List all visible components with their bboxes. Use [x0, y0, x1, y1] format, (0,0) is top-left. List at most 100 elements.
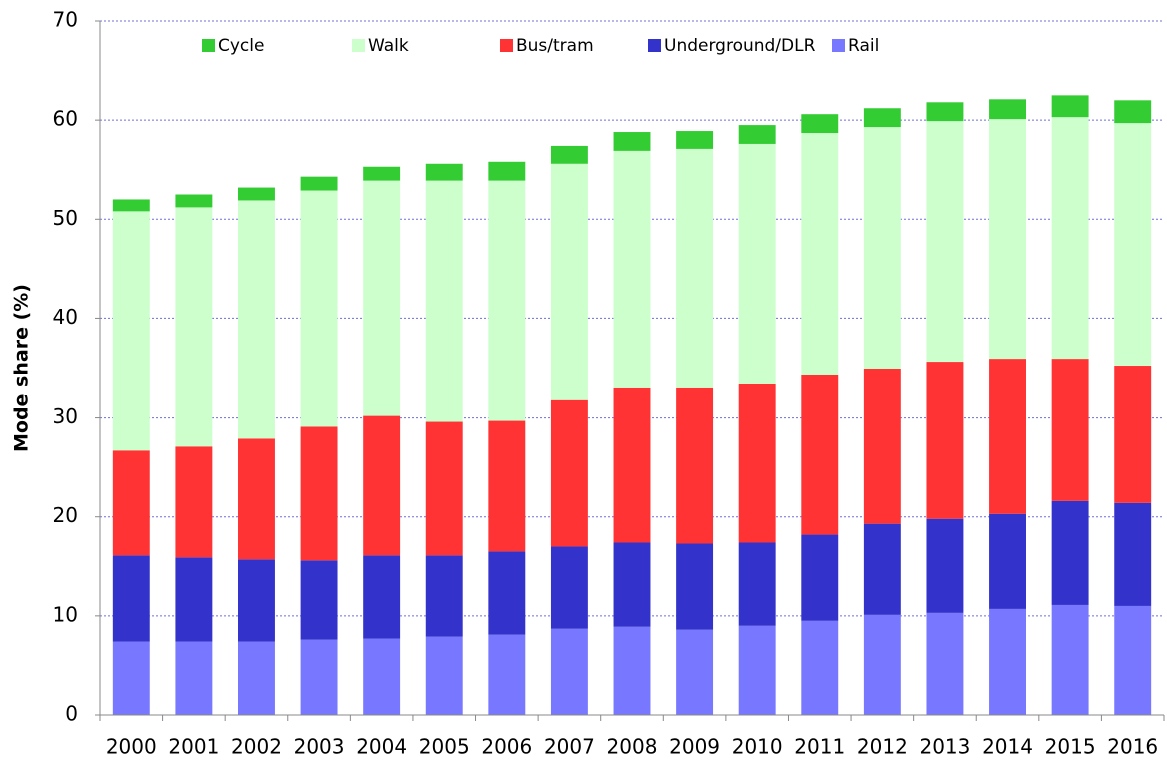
bar-segment [238, 641, 275, 715]
legend-swatch [352, 39, 365, 52]
bar-segment [488, 634, 526, 715]
bar-segment [801, 534, 839, 621]
x-tick-label: 2001 [168, 735, 219, 759]
y-tick-label: 70 [53, 8, 78, 32]
bar-segment [989, 513, 1026, 609]
bar-segment [488, 420, 526, 552]
x-tick-label: 2006 [481, 735, 532, 759]
bar-segment [550, 399, 588, 547]
bar-segment [801, 133, 839, 375]
bar-segment [488, 180, 526, 421]
y-axis-label: Mode share (%) [11, 284, 33, 452]
legend-label: Bus/tram [516, 36, 594, 56]
legend-swatch [648, 39, 661, 52]
y-tick-label: 50 [53, 206, 78, 230]
bar-segment [175, 557, 213, 642]
bar-segment [613, 132, 651, 151]
y-tick-label: 60 [53, 107, 78, 131]
x-tick-label: 2004 [356, 735, 407, 759]
bar-segment [425, 180, 463, 422]
bar-segment [613, 150, 651, 388]
bar-segment [550, 145, 588, 164]
bar-segment [738, 542, 776, 626]
legend-label: Cycle [218, 36, 264, 56]
bar-segment [300, 176, 338, 191]
bar-segment [801, 620, 839, 715]
bar-segment [112, 199, 150, 212]
legend-swatch [832, 39, 845, 52]
bar-segment [1114, 366, 1152, 503]
bar-segment [363, 166, 401, 181]
bar-segment [676, 629, 714, 715]
bar-segment [363, 415, 401, 556]
bar-segment [926, 362, 964, 519]
bar-segment [676, 148, 714, 388]
bar-segment [863, 523, 901, 615]
legend-swatch [500, 39, 513, 52]
bar-segment [238, 438, 275, 560]
legend-label: Rail [848, 36, 879, 56]
legend-label: Underground/DLR [664, 36, 816, 56]
bar-segment [1051, 604, 1089, 715]
x-tick-label: 2012 [857, 735, 908, 759]
bar-segment [989, 608, 1026, 715]
legend-label: Walk [368, 36, 409, 56]
bar-segment [300, 426, 338, 561]
y-tick-label: 30 [53, 404, 78, 428]
bar-segment [613, 542, 651, 627]
bar-segment [676, 131, 714, 149]
bar-segment [926, 518, 964, 613]
bar-segment [1114, 605, 1152, 715]
bar-segment [863, 614, 901, 715]
x-tick-label: 2007 [544, 735, 595, 759]
bar-segment [613, 387, 651, 543]
bar-segment [112, 450, 150, 556]
bar-segment [926, 121, 964, 363]
bar-segment [175, 194, 213, 208]
x-tick-label: 2011 [794, 735, 845, 759]
bar-segment [926, 612, 964, 715]
bar-segment [488, 161, 526, 181]
x-tick-label: 2002 [231, 735, 282, 759]
bar-segment [112, 555, 150, 642]
bar-segment [112, 211, 150, 451]
bar-segment [738, 125, 776, 144]
bar-segment [1051, 117, 1089, 360]
bar-segment [363, 638, 401, 715]
bar-segment [550, 546, 588, 629]
bar-segment [863, 108, 901, 128]
x-tick-label: 2009 [669, 735, 720, 759]
bar-segment [112, 641, 150, 715]
bar-segment [550, 163, 588, 400]
bar-segment [738, 143, 776, 384]
bar-segment [1051, 500, 1089, 605]
bar-segment [801, 114, 839, 134]
y-tick-label: 0 [65, 702, 78, 726]
bar-segment [676, 387, 714, 544]
bar-segment [238, 559, 275, 642]
x-tick-label: 2008 [607, 735, 658, 759]
bar-segment [989, 99, 1026, 120]
bar-segment [738, 625, 776, 715]
bar-segment [863, 368, 901, 524]
bar-segment [613, 626, 651, 715]
bar-segment [425, 163, 463, 181]
x-tick-label: 2003 [294, 735, 345, 759]
bar-segment [175, 446, 213, 558]
bar-segment [801, 374, 839, 535]
x-tick-label: 2014 [982, 735, 1033, 759]
x-tick-label: 2010 [732, 735, 783, 759]
bar-segment [550, 628, 588, 715]
x-tick-label: 2016 [1107, 735, 1158, 759]
bar-segment [738, 383, 776, 543]
legend-swatch [202, 39, 215, 52]
bar-segment [425, 421, 463, 556]
bar-segment [989, 359, 1026, 514]
bar-segment [488, 551, 526, 635]
bar-segment [989, 119, 1026, 360]
y-tick-label: 40 [53, 305, 78, 329]
bar-segment [238, 187, 275, 201]
y-tick-label: 20 [53, 503, 78, 527]
bar-segment [1114, 100, 1152, 124]
